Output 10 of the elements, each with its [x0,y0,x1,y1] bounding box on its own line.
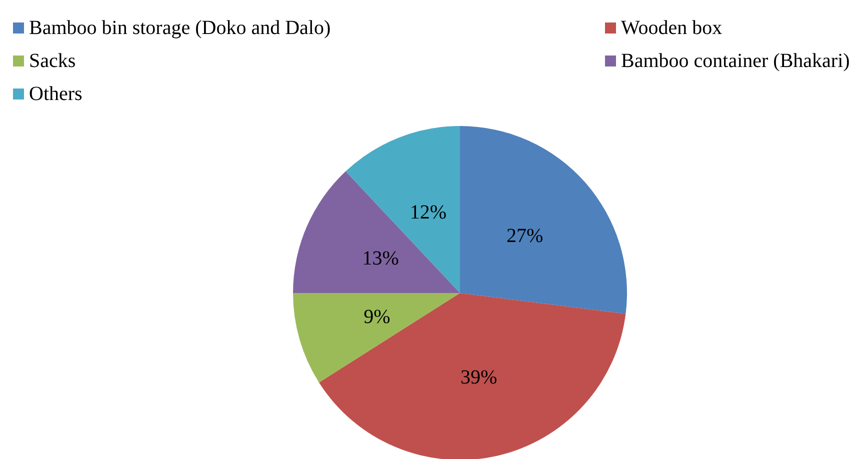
data-label: 9% [364,306,390,328]
data-label: 12% [410,202,446,224]
data-label: 27% [506,224,544,247]
legend-label: Wooden box [621,17,722,39]
legend-label: Sacks [29,50,76,72]
legend-label: Bamboo container (Bhakari) [621,50,850,72]
legend-label: Others [29,83,83,105]
data-label: 39% [460,366,498,388]
legend-label: Bamboo bin storage (Doko and Dalo) [29,17,331,39]
data-label: 13% [362,248,399,270]
